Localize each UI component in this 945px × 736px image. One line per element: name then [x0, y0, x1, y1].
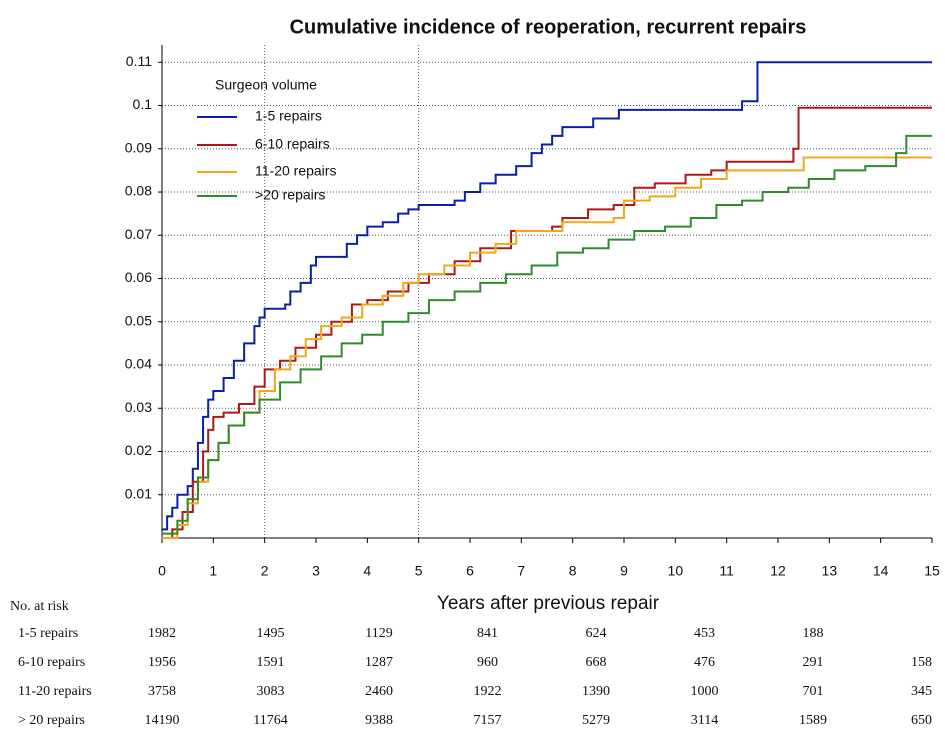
risk-row-label: 6-10 repairs: [18, 655, 85, 670]
x-tick-label: 9: [620, 563, 628, 579]
x-tick-label: 15: [924, 563, 940, 579]
y-tick-label: 0.03: [125, 399, 152, 415]
chart-title: Cumulative incidence of reoperation, rec…: [290, 16, 807, 38]
risk-count: 668: [586, 655, 607, 670]
risk-count: 9388: [365, 713, 393, 728]
risk-count: 1129: [365, 626, 392, 641]
x-tick-label: 6: [466, 563, 474, 579]
risk-count: 1000: [691, 684, 719, 699]
risk-count: 1287: [365, 655, 393, 670]
risk-count: 2460: [365, 684, 393, 699]
y-tick-label: 0.1: [133, 96, 153, 112]
risk-count: 1956: [148, 655, 176, 670]
risk-count: 3114: [691, 713, 718, 728]
risk-count: 188: [803, 626, 824, 641]
x-tick-label: 5: [415, 563, 423, 579]
risk-count: 1982: [148, 626, 176, 641]
risk-count: 7157: [474, 713, 502, 728]
risk-count: 14190: [145, 713, 180, 728]
y-tick-label: 0.08: [125, 183, 152, 199]
risk-count: 1591: [257, 655, 285, 670]
x-tick-label: 13: [822, 563, 838, 579]
risk-count: 345: [911, 684, 932, 699]
x-tick-label: 14: [873, 563, 889, 579]
series-line: [162, 134, 932, 535]
risk-row-label: > 20 repairs: [18, 713, 85, 728]
risk-count: 1495: [257, 626, 285, 641]
y-tick-label: 0.01: [125, 485, 152, 501]
risk-count: 5279: [582, 713, 610, 728]
y-tick-label: 0.04: [125, 356, 152, 372]
risk-count: 624: [586, 626, 607, 641]
x-tick-label: 1: [209, 563, 217, 579]
x-axis-label: Years after previous repair: [437, 593, 660, 614]
risk-count: 650: [911, 713, 932, 728]
legend-title: Surgeon volume: [215, 77, 317, 93]
x-tick-label: 3: [312, 563, 320, 579]
risk-count: 1589: [799, 713, 827, 728]
x-tick-label: 2: [261, 563, 269, 579]
risk-row-label: 1-5 repairs: [18, 626, 78, 641]
y-tick-label: 0.02: [125, 442, 152, 458]
x-tick-label: 8: [569, 563, 577, 579]
x-tick-label: 0: [158, 563, 166, 579]
risk-count: 476: [694, 655, 715, 670]
x-tick-label: 12: [770, 563, 786, 579]
risk-count: 453: [694, 626, 715, 641]
risk-count: 960: [477, 655, 498, 670]
x-tick-label: 11: [719, 563, 734, 579]
risk-count: 3758: [148, 684, 176, 699]
y-tick-label: 0.09: [125, 139, 152, 155]
legend-label: >20 repairs: [255, 187, 325, 203]
risk-count: 158: [911, 655, 932, 670]
x-tick-label: 7: [517, 563, 525, 579]
risk-count: 3083: [257, 684, 285, 699]
risk-table-title: No. at risk: [10, 599, 69, 614]
legend-label: 11-20 repairs: [255, 163, 336, 179]
risk-row-label: 11-20 repairs: [18, 684, 92, 699]
series-line: [162, 61, 932, 531]
x-tick-label: 4: [363, 563, 371, 579]
legend-label: 6-10 repairs: [255, 136, 330, 152]
risk-count: 1922: [474, 684, 502, 699]
y-tick-label: 0.07: [125, 226, 152, 242]
risk-count: 1390: [582, 684, 610, 699]
risk-count: 841: [477, 626, 498, 641]
risk-count: 701: [803, 684, 824, 699]
series-line: [162, 156, 932, 539]
legend-label: 1-5 repairs: [255, 108, 322, 124]
y-tick-label: 0.05: [125, 312, 152, 328]
y-tick-label: 0.11: [126, 53, 152, 69]
x-tick-label: 10: [668, 563, 684, 579]
y-tick-label: 0.06: [125, 269, 152, 285]
risk-count: 11764: [253, 713, 287, 728]
risk-count: 291: [803, 655, 824, 670]
